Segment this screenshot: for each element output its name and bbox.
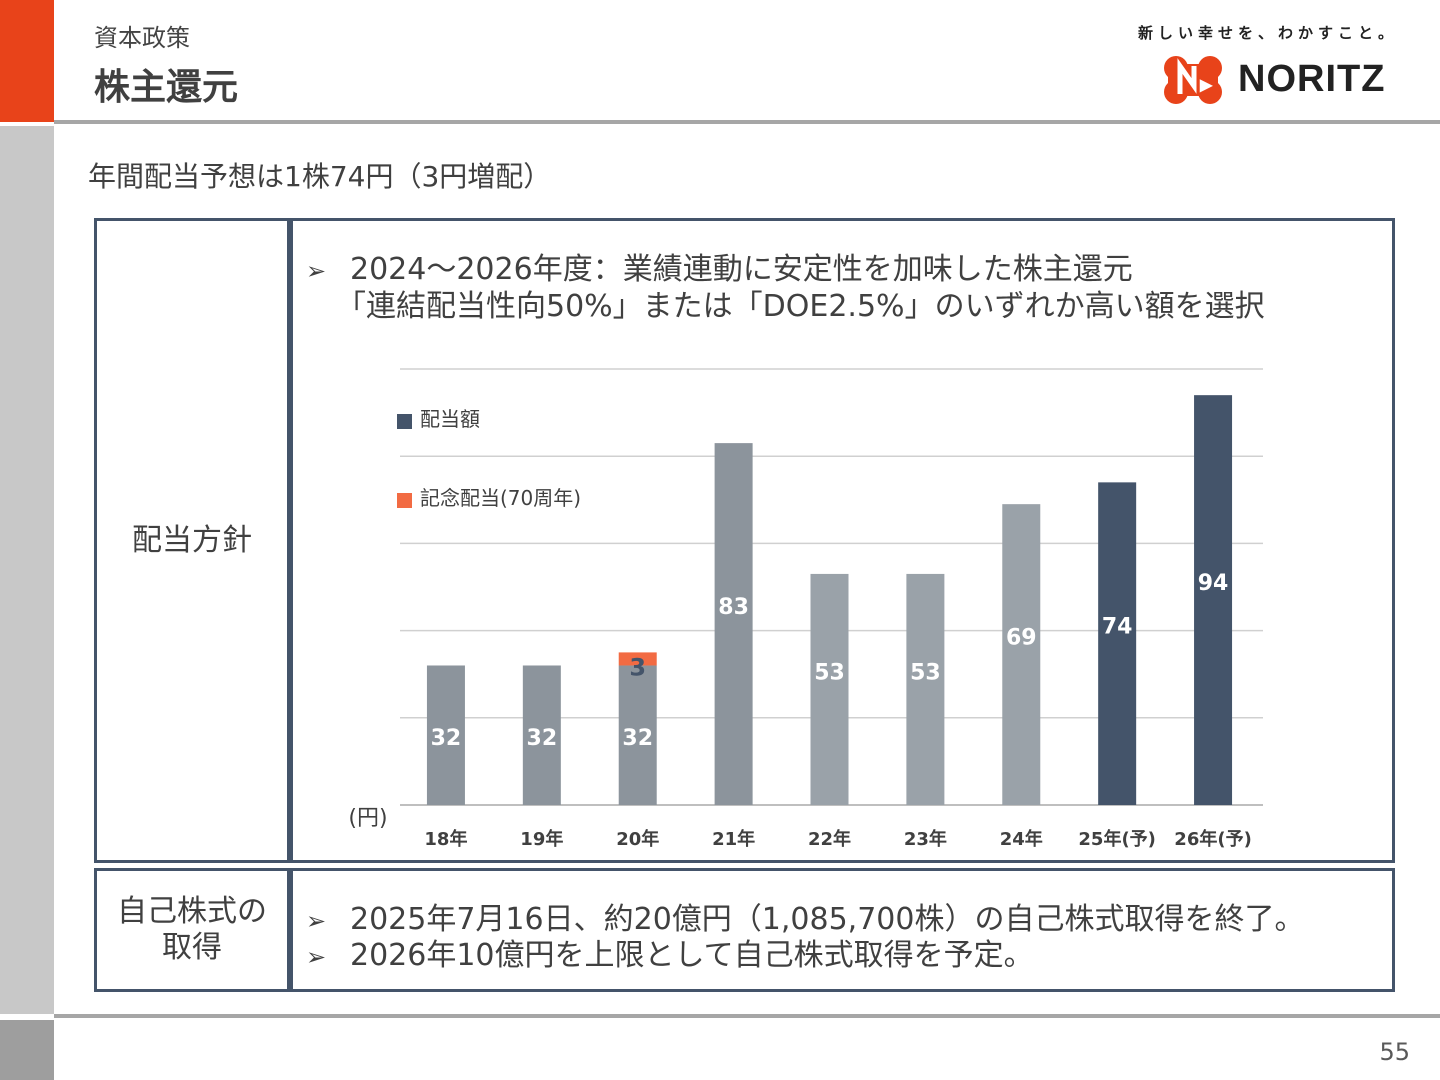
bar bbox=[1002, 504, 1041, 805]
x-tick-label: 19年 bbox=[520, 828, 563, 850]
bar-value-label: 53 bbox=[814, 660, 845, 685]
section-label: 資本政策 bbox=[94, 24, 190, 52]
bar-value-label: 69 bbox=[1006, 626, 1037, 651]
policy-label: 配当方針 bbox=[132, 522, 252, 558]
bar-value-label: 94 bbox=[1198, 571, 1229, 596]
buyback-bullet-1: ➢ 2025年7月16日、約20億円（1,085,700株）の自己株式取得を終了。 bbox=[306, 894, 1304, 938]
bar bbox=[618, 665, 657, 805]
y-axis-unit-label: (円) bbox=[348, 806, 387, 831]
bar bbox=[522, 665, 561, 805]
page-number: 55 bbox=[1379, 1038, 1410, 1066]
policy-text-2: 「連結配当性向50%」または「DOE2.5%」のいずれか高い額を選択 bbox=[336, 289, 1265, 324]
x-tick-label: 22年 bbox=[808, 828, 851, 850]
buyback-text-1: 2025年7月16日、約20億円（1,085,700株）の自己株式取得を終了。 bbox=[350, 902, 1305, 937]
bar bbox=[714, 443, 753, 805]
buyback-content-cell bbox=[290, 868, 1395, 992]
bar-value-label: 74 bbox=[1102, 615, 1133, 640]
bar-commemorative bbox=[618, 652, 657, 666]
buyback-label-line2: 取得 bbox=[162, 930, 222, 965]
x-tick-label: 21年 bbox=[712, 828, 755, 850]
x-tick-label: 23年 bbox=[904, 828, 947, 850]
x-tick-label: 18年 bbox=[424, 828, 467, 850]
buyback-bullet-2: ➢ 2026年10億円を上限として自己株式取得を予定。 bbox=[306, 930, 1034, 974]
dividend-forecast-heading: 年間配当予想は1株74円（3円増配） bbox=[88, 160, 552, 193]
buyback-text-2: 2026年10億円を上限として自己株式取得を予定。 bbox=[350, 938, 1034, 973]
policy-text-1: 2024～2026年度：業績連動に安定性を加味した株主還元 bbox=[350, 252, 1133, 287]
policy-bullet-1: ➢ 2024～2026年度：業績連動に安定性を加味した株主還元 bbox=[306, 244, 1133, 288]
policy-label-cell: 配当方針 bbox=[94, 218, 290, 863]
bar bbox=[1194, 395, 1233, 805]
accent-bar-bottom bbox=[0, 1020, 54, 1080]
bullet-arrow-icon: ➢ bbox=[306, 907, 327, 935]
bar-commemorative-label: 3 bbox=[629, 653, 646, 681]
svg-text:▶: ▶ bbox=[1199, 77, 1213, 94]
footer-divider bbox=[54, 1014, 1440, 1018]
legend-label-commemorative: 記念配当(70周年) bbox=[420, 486, 581, 510]
bullet-arrow-icon: ➢ bbox=[306, 257, 327, 285]
accent-bar-red bbox=[0, 0, 54, 122]
bar-value-label: 32 bbox=[527, 726, 558, 751]
x-tick-label: 20年 bbox=[616, 828, 659, 850]
legend-label-dividend: 配当額 bbox=[420, 407, 480, 431]
legend-swatch-dividend bbox=[397, 414, 412, 429]
bar bbox=[426, 665, 465, 805]
noritz-logo-icon: ▶ bbox=[1164, 56, 1222, 104]
bar-value-label: 83 bbox=[718, 595, 749, 620]
x-tick-label: 24年 bbox=[1000, 828, 1043, 850]
bar bbox=[1098, 482, 1137, 805]
legend-swatch-commemorative bbox=[397, 493, 412, 508]
bar-value-label: 53 bbox=[910, 660, 941, 685]
company-tagline: 新しい幸せを、わかすこと。 bbox=[1137, 24, 1398, 42]
x-tick-label: 26年(予) bbox=[1174, 828, 1252, 850]
bar bbox=[810, 573, 849, 805]
header-divider bbox=[54, 120, 1440, 124]
buyback-label-cell: 自己株式の 取得 bbox=[94, 868, 290, 992]
page-title: 株主還元 bbox=[94, 67, 239, 108]
bullet-arrow-icon: ➢ bbox=[306, 943, 327, 971]
accent-bar-gray bbox=[0, 126, 54, 1014]
logo-wordmark: NORITZ bbox=[1238, 58, 1386, 100]
bar bbox=[906, 573, 945, 805]
bar-value-label: 32 bbox=[431, 726, 462, 751]
dividend-bar-chart: 32 18年 32 19年 32 3 20年 83 21年 53 22年 53 23年 69 24年 74 25… bbox=[348, 368, 1263, 850]
bar-value-label: 32 bbox=[622, 726, 653, 751]
x-tick-label: 25年(予) bbox=[1078, 828, 1156, 850]
buyback-label-line1: 自己株式の bbox=[117, 894, 267, 929]
